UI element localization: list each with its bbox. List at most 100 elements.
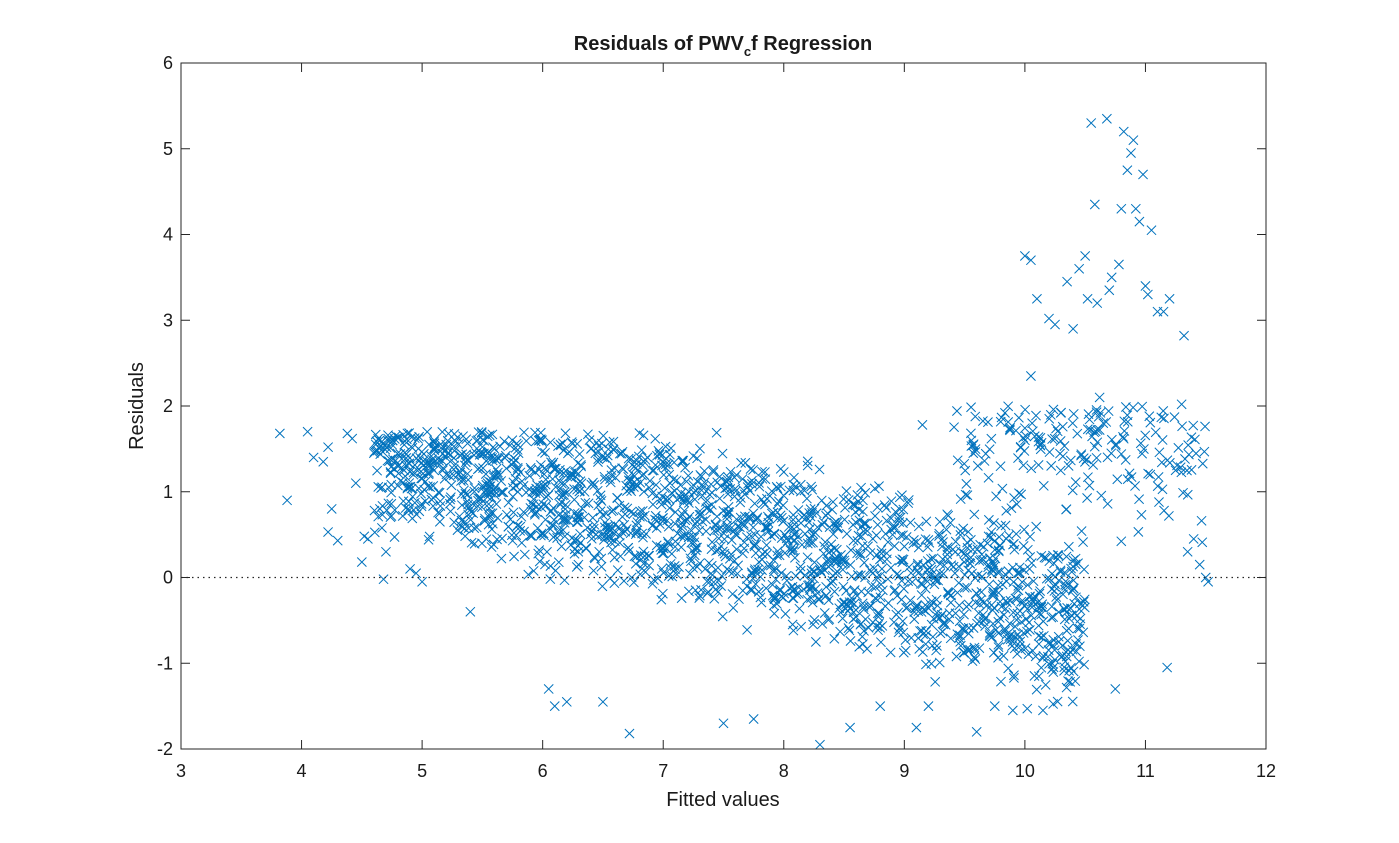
- scatter-point: [972, 570, 983, 581]
- scatter-point: [757, 565, 767, 576]
- scatter-point: [553, 528, 564, 539]
- scatter-point: [637, 511, 648, 522]
- scatter-point: [581, 543, 592, 554]
- scatter-point: [1033, 630, 1044, 641]
- scatter-point: [722, 474, 733, 485]
- scatter-point: [406, 483, 417, 494]
- scatter-point: [638, 469, 649, 480]
- scatter-point: [940, 619, 951, 630]
- scatter-point: [877, 585, 888, 596]
- scatter-point: [1068, 323, 1079, 334]
- scatter-point: [945, 597, 956, 608]
- scatter-point: [1197, 458, 1208, 469]
- scatter-point: [881, 554, 892, 565]
- scatter-point: [1091, 405, 1102, 415]
- scatter-point: [804, 508, 815, 518]
- scatter-point: [506, 530, 517, 541]
- scatter-point: [569, 548, 580, 559]
- scatter-point: [920, 583, 931, 594]
- scatter-point: [1079, 594, 1090, 605]
- scatter-point: [987, 590, 998, 601]
- scatter-point: [499, 453, 510, 463]
- scatter-point: [369, 527, 380, 538]
- scatter-point: [1140, 280, 1151, 291]
- scatter-point: [917, 419, 928, 430]
- scatter-point: [931, 640, 942, 651]
- scatter-point: [538, 499, 549, 510]
- scatter-point: [952, 455, 963, 466]
- scatter-point: [628, 461, 639, 472]
- scatter-point: [608, 436, 619, 447]
- scatter-point: [745, 514, 755, 525]
- scatter-point: [427, 454, 437, 465]
- scatter-point: [413, 456, 424, 467]
- scatter-point: [356, 557, 367, 568]
- scatter-point: [444, 498, 455, 509]
- scatter-point: [969, 652, 980, 663]
- scatter-point: [399, 447, 410, 458]
- scatter-point: [1003, 663, 1014, 674]
- scatter-point: [1031, 521, 1042, 532]
- scatter-point: [1143, 468, 1154, 479]
- scatter-point: [710, 520, 721, 531]
- scatter-point: [935, 568, 946, 579]
- scatter-point: [736, 457, 747, 468]
- scatter-point: [1061, 551, 1072, 562]
- scatter-point: [1048, 634, 1059, 645]
- scatter-point: [445, 494, 456, 505]
- scatter-point: [661, 493, 671, 504]
- scatter-point: [760, 547, 771, 558]
- scatter-point: [970, 654, 981, 665]
- scatter-point: [1046, 612, 1057, 623]
- scatter-point: [965, 428, 976, 439]
- scatter-point: [965, 552, 976, 563]
- scatter-point: [986, 568, 997, 579]
- scatter-point: [806, 564, 817, 575]
- scatter-point: [837, 554, 848, 565]
- scatter-point: [963, 526, 974, 537]
- scatter-point: [1026, 558, 1037, 569]
- scatter-point: [616, 526, 627, 537]
- scatter-point: [768, 507, 779, 518]
- scatter-point: [686, 537, 697, 548]
- scatter-point: [1079, 602, 1090, 613]
- scatter-point: [781, 570, 792, 581]
- scatter-point: [1144, 411, 1155, 422]
- scatter-point: [904, 562, 914, 573]
- scatter-point: [1175, 462, 1186, 473]
- scatter-point: [1052, 696, 1063, 707]
- scatter-point: [665, 443, 676, 454]
- scatter-point: [1173, 442, 1184, 453]
- scatter-point: [1064, 665, 1075, 676]
- x-tick-label: 5: [417, 761, 427, 781]
- scatter-point: [1063, 623, 1074, 634]
- scatter-point: [1030, 591, 1041, 602]
- scatter-point: [979, 456, 990, 466]
- scatter-point: [1152, 481, 1163, 492]
- scatter-point: [648, 465, 659, 476]
- scatter-point: [897, 557, 908, 568]
- scatter-point: [828, 529, 839, 540]
- scatter-point: [1000, 603, 1011, 614]
- scatter-point: [845, 722, 856, 733]
- scatter-point: [539, 530, 550, 541]
- scatter-point: [1102, 498, 1113, 509]
- scatter-point: [486, 477, 496, 488]
- scatter-point: [926, 658, 937, 669]
- y-axis-label: Residuals: [126, 362, 148, 450]
- scatter-point: [509, 551, 520, 562]
- scatter-point: [537, 446, 548, 457]
- scatter-point: [1019, 524, 1030, 535]
- scatter-point: [898, 627, 909, 638]
- scatter-point: [838, 494, 849, 504]
- scatter-point: [966, 402, 977, 413]
- scatter-point: [1048, 699, 1059, 709]
- scatter-point: [783, 521, 794, 532]
- y-tick-label: 1: [163, 482, 173, 502]
- scatter-point: [655, 542, 666, 552]
- scatter-point: [375, 449, 386, 460]
- scatter-point: [831, 516, 842, 527]
- scatter-point: [688, 451, 699, 462]
- scatter-point: [747, 569, 758, 580]
- scatter-point: [804, 583, 815, 594]
